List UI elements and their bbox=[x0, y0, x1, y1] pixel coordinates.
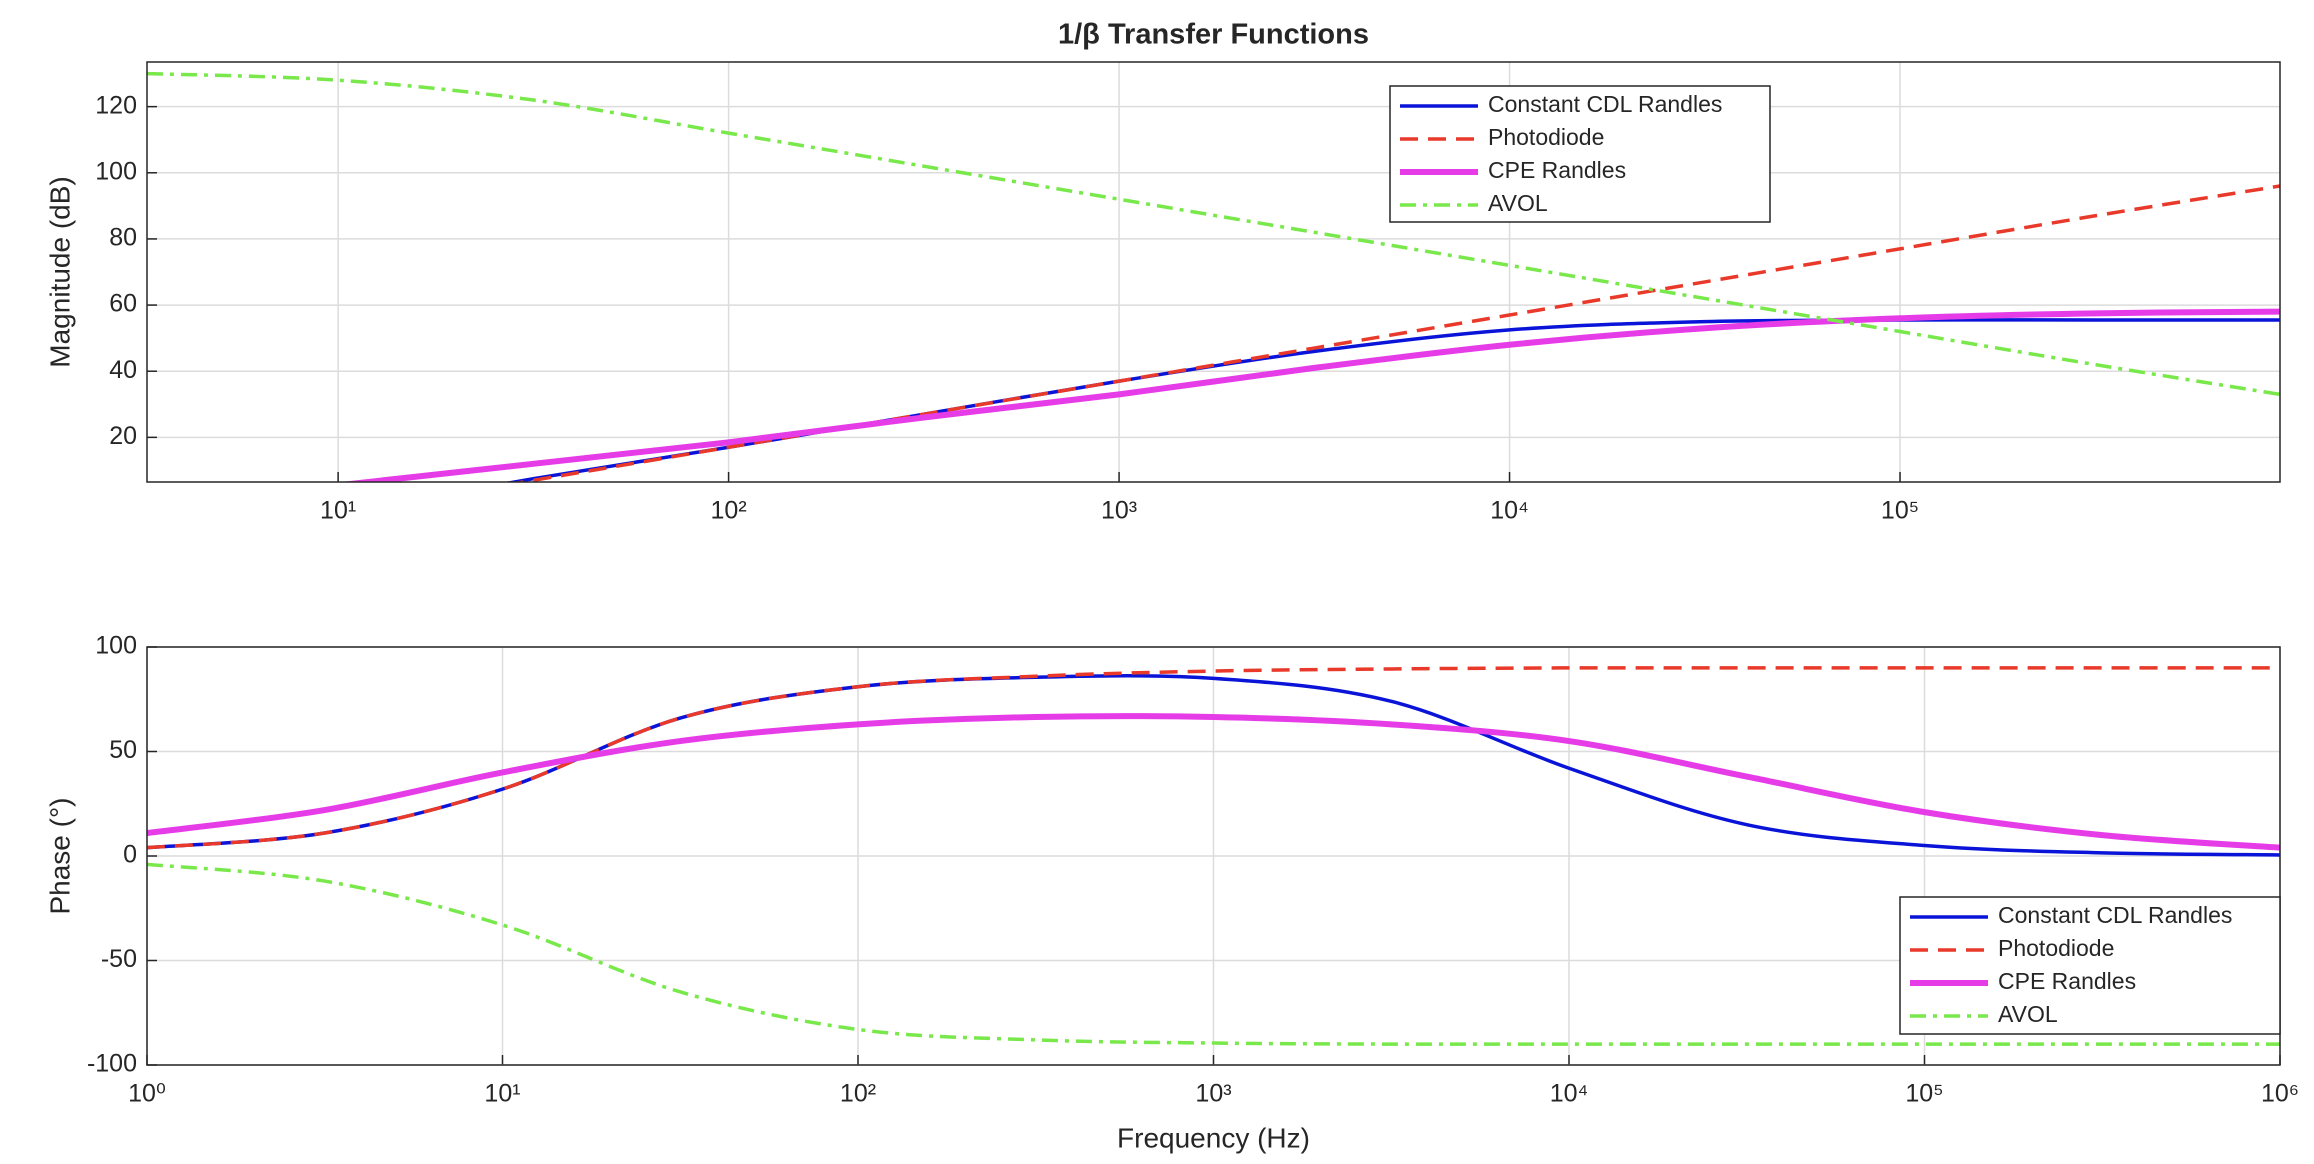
legend-label: AVOL bbox=[1998, 1001, 2058, 1027]
series-line bbox=[147, 862, 2280, 1046]
series-line bbox=[147, 674, 2280, 857]
axes-box bbox=[146, 61, 2281, 483]
series-line bbox=[340, 308, 2280, 482]
x-tick-label: 10⁶ bbox=[2261, 1080, 2299, 1108]
y-tick-label: 60 bbox=[109, 290, 137, 318]
legend-label: Constant CDL Randles bbox=[1488, 91, 1722, 117]
y-tick-label: -100 bbox=[87, 1050, 137, 1078]
legend-label: Photodiode bbox=[1998, 935, 2114, 961]
x-tick-label: 10⁴ bbox=[1490, 497, 1529, 525]
legend-label: CPE Randles bbox=[1998, 968, 2136, 994]
axes-box bbox=[146, 646, 2281, 1066]
y-axis-label: Phase (°) bbox=[44, 797, 75, 914]
x-tick-label: 10⁵ bbox=[1905, 1080, 1943, 1108]
x-tick-label: 10¹ bbox=[320, 497, 356, 525]
x-axis-label: Frequency (Hz) bbox=[1117, 1122, 1310, 1153]
legend-box bbox=[1899, 896, 2281, 1035]
y-tick-label: 120 bbox=[95, 91, 137, 119]
plot-area bbox=[147, 62, 2280, 482]
y-tick-label: 80 bbox=[109, 224, 137, 252]
x-tick-label: 10⁰ bbox=[128, 1080, 166, 1108]
x-tick-label: 10³ bbox=[1101, 497, 1137, 525]
y-tick-label: 40 bbox=[109, 356, 137, 384]
y-tick-label: 50 bbox=[109, 736, 137, 764]
series-line bbox=[147, 71, 2280, 397]
series-line bbox=[147, 666, 2280, 850]
legend-label: Photodiode bbox=[1488, 124, 1604, 150]
y-tick-label: 100 bbox=[95, 632, 137, 660]
legend-label: Constant CDL Randles bbox=[1998, 902, 2232, 928]
series-line bbox=[147, 713, 2280, 851]
x-tick-label: 10³ bbox=[1195, 1080, 1231, 1108]
chart-title: 1/β Transfer Functions bbox=[1058, 19, 1369, 51]
y-tick-label: 20 bbox=[109, 422, 137, 450]
x-tick-label: 10¹ bbox=[484, 1080, 520, 1108]
x-tick-label: 10⁴ bbox=[1550, 1080, 1589, 1108]
legend-box bbox=[1389, 85, 1771, 223]
y-tick-label: -50 bbox=[101, 945, 137, 973]
y-tick-label: 100 bbox=[95, 157, 137, 185]
legend-label: CPE Randles bbox=[1488, 157, 1626, 183]
legend-label: AVOL bbox=[1488, 190, 1548, 216]
x-tick-label: 10² bbox=[711, 497, 747, 525]
x-tick-label: 10² bbox=[840, 1080, 876, 1108]
y-axis-label: Magnitude (dB) bbox=[44, 176, 75, 367]
y-tick-label: 0 bbox=[123, 841, 137, 869]
series-line bbox=[512, 184, 2280, 482]
x-tick-label: 10⁵ bbox=[1881, 497, 1919, 525]
